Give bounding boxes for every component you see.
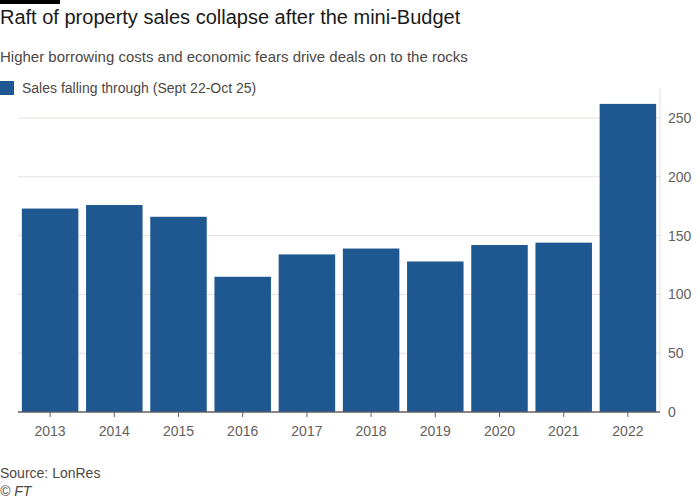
x-tick xyxy=(435,412,436,417)
x-tick-label: 2020 xyxy=(484,423,515,439)
x-tick xyxy=(627,412,628,417)
bar xyxy=(471,245,527,412)
legend: Sales falling through (Sept 22-Oct 25) xyxy=(0,80,256,96)
y-tick-label: 150 xyxy=(668,228,692,244)
x-tick xyxy=(114,412,115,417)
title: Raft of property sales collapse after th… xyxy=(0,6,461,28)
x-tick xyxy=(242,412,243,417)
x-tick-label: 2016 xyxy=(227,423,258,439)
x-tick xyxy=(499,412,500,417)
bars xyxy=(22,104,656,412)
y-tick-label: 200 xyxy=(668,169,692,185)
y-tick-label: 50 xyxy=(668,345,684,361)
legend-swatch xyxy=(0,81,14,95)
bar xyxy=(407,261,463,412)
grid xyxy=(18,118,660,412)
bar xyxy=(150,217,206,412)
x-tick-label: 2021 xyxy=(548,423,579,439)
top-rule xyxy=(0,0,60,4)
grid-line xyxy=(18,176,660,177)
bar xyxy=(343,249,399,412)
bar xyxy=(86,205,142,412)
y-tick-label: 100 xyxy=(668,286,692,302)
x-tick-label: 2018 xyxy=(356,423,387,439)
bar xyxy=(279,254,335,412)
bar xyxy=(214,277,270,412)
x-tick xyxy=(371,412,372,417)
x-tick xyxy=(306,412,307,417)
grid-line xyxy=(18,118,660,119)
x-tick-label: 2014 xyxy=(99,423,130,439)
x-tick-label: 2022 xyxy=(612,423,643,439)
bar xyxy=(535,243,591,412)
x-tick-label: 2013 xyxy=(35,423,66,439)
x-tick-label: 2019 xyxy=(420,423,451,439)
x-tick-label: 2015 xyxy=(163,423,194,439)
source: Source: LonRes xyxy=(0,465,100,481)
y-axis-line xyxy=(660,89,661,412)
y-tick-label: 250 xyxy=(668,110,692,126)
bar xyxy=(22,209,78,412)
credit: © FT xyxy=(0,483,33,499)
y-tick-label: 0 xyxy=(668,404,676,420)
x-tick-label: 2017 xyxy=(291,423,322,439)
background xyxy=(0,0,700,500)
subtitle: Higher borrowing costs and economic fear… xyxy=(0,48,468,65)
x-tick xyxy=(563,412,564,417)
chart: Raft of property sales collapse after th… xyxy=(0,0,700,500)
x-tick xyxy=(178,412,179,417)
bar xyxy=(600,104,656,412)
x-tick xyxy=(50,412,51,417)
legend-label: Sales falling through (Sept 22-Oct 25) xyxy=(22,80,256,96)
